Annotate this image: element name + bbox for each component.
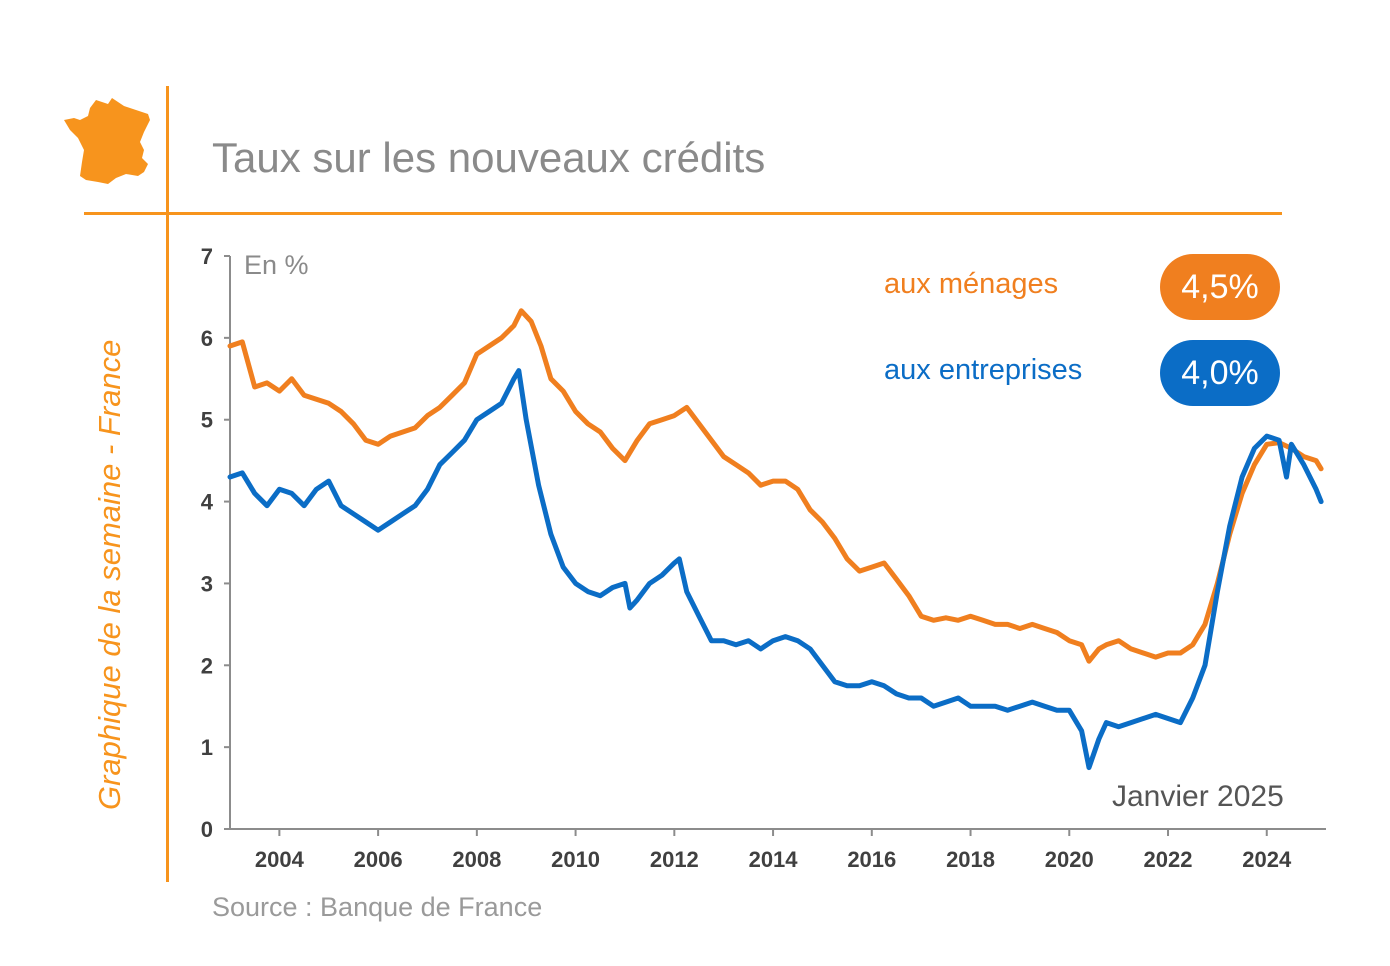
x-tick-label: 2012 <box>650 847 699 872</box>
source-note: Source : Banque de France <box>212 892 543 922</box>
chart-axes <box>229 256 1326 830</box>
y-tick-label: 0 <box>201 817 213 842</box>
y-tick-label: 4 <box>201 490 214 515</box>
page-title: Taux sur les nouveaux crédits <box>212 134 766 181</box>
y-tick-label: 1 <box>201 735 213 760</box>
y-tick-label: 6 <box>201 326 213 351</box>
x-tick-labels: 2004 2006 2008 2010 2012 2014 2016 2018 2020 2022… <box>255 829 1292 872</box>
series-lines <box>227 308 1324 771</box>
series-line-menages <box>227 308 1324 664</box>
france-map-icon <box>64 98 150 184</box>
unit-label: En % <box>244 250 309 280</box>
x-tick-label: 2010 <box>551 847 600 872</box>
date-note: Janvier 2025 <box>1112 780 1284 813</box>
vertical-divider <box>166 86 169 882</box>
y-tick-label: 3 <box>201 571 213 596</box>
legend-badge-entreprises: 4,0% <box>1160 340 1280 406</box>
x-tick-label: 2020 <box>1045 847 1094 872</box>
y-tick-label: 5 <box>201 408 213 433</box>
legend-label-menages: aux ménages <box>884 268 1059 300</box>
x-tick-label: 2004 <box>255 847 305 872</box>
y-tick-label: 2 <box>201 653 213 678</box>
x-tick-label: 2018 <box>946 847 995 872</box>
x-tick-label: 2022 <box>1144 847 1193 872</box>
y-tick-labels: 0 1 2 3 4 5 6 7 <box>201 244 230 842</box>
series-line-entreprises <box>227 368 1324 771</box>
legend-badge-menages: 4,5% <box>1160 254 1280 320</box>
y-tick-label: 7 <box>201 244 213 269</box>
x-tick-label: 2006 <box>354 847 403 872</box>
x-tick-label: 2014 <box>749 847 799 872</box>
x-tick-label: 2024 <box>1242 847 1292 872</box>
x-tick-label: 2016 <box>847 847 896 872</box>
x-tick-label: 2008 <box>452 847 501 872</box>
title-underline <box>84 212 1282 215</box>
legend-label-entreprises: aux entreprises <box>884 354 1083 386</box>
